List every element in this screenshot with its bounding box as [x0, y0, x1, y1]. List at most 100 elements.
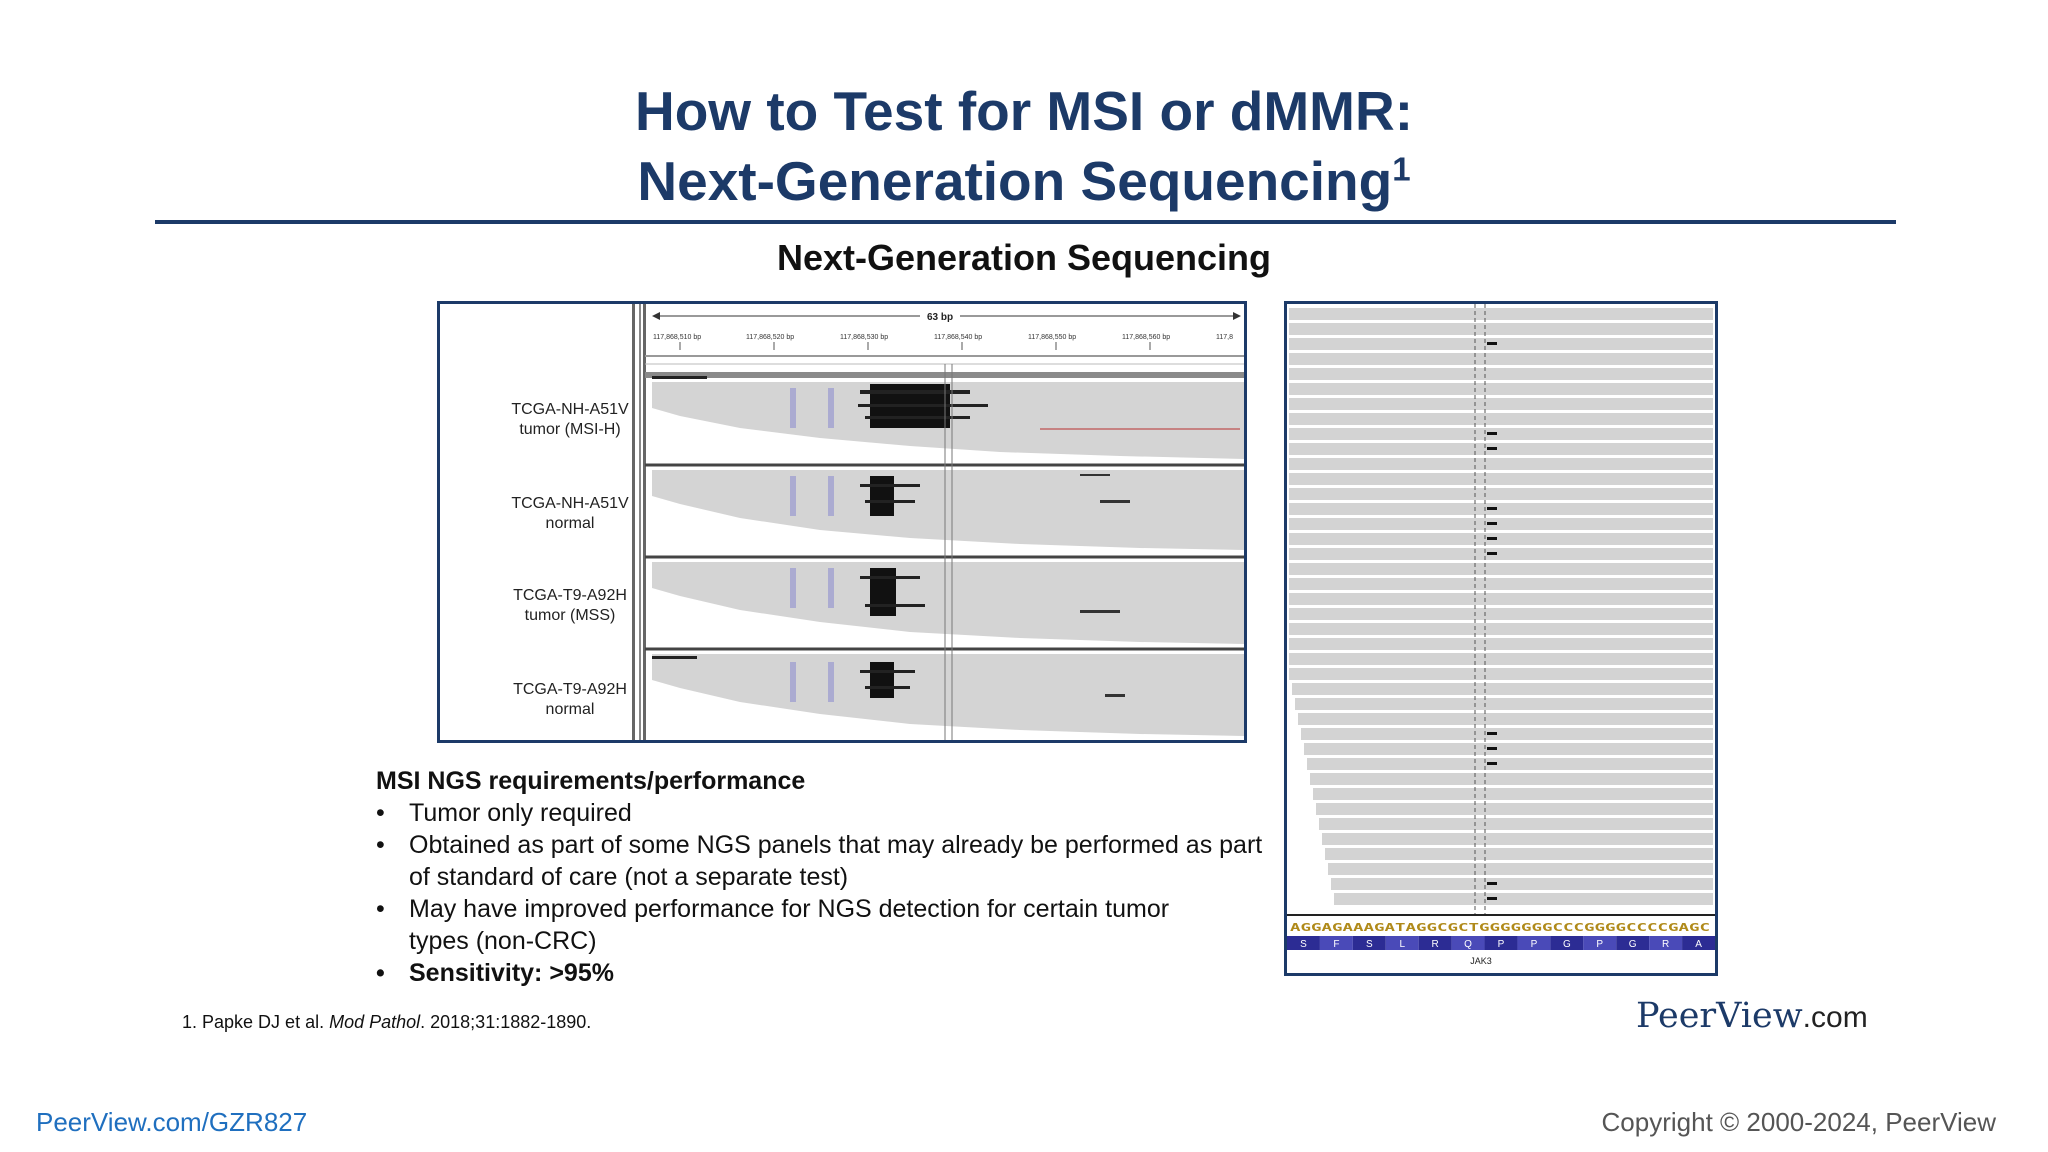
amino-acid-letter: F	[1333, 939, 1339, 950]
amino-acid-letter: A	[1695, 939, 1702, 950]
slide-title-line2: Next-Generation Sequencing1	[0, 146, 2048, 216]
figure-heading: Next-Generation Sequencing	[776, 237, 1272, 278]
read-row	[1325, 848, 1713, 860]
indel-mark	[1487, 882, 1497, 885]
tick-label: 117,868,510 bp	[653, 334, 701, 341]
read-row	[1331, 878, 1713, 890]
tick-label: 117,868,530 bp	[840, 334, 888, 341]
read-row	[1289, 578, 1713, 590]
track-tumor-mss	[652, 562, 1244, 644]
read-row	[1289, 338, 1713, 350]
read-rows	[1289, 308, 1713, 905]
read-row	[1289, 368, 1713, 380]
read-row	[1289, 383, 1713, 395]
reference-sequence: AGGAGAAAGATAGGCGCTGGGGGGGCCCGGGGCCCCGAGC	[1290, 922, 1710, 934]
amino-acid-cell	[1352, 936, 1386, 950]
list-item: Tumor only required	[376, 797, 1276, 829]
indel-mark	[1487, 447, 1497, 450]
amino-acid-letter: G	[1563, 939, 1571, 950]
igv-msi-alignment-panel: 63 bp 117,868,510 bp 117,868,520 bp 117,…	[437, 301, 1247, 743]
amino-acid-cell	[1287, 936, 1320, 950]
igv-jak3-alignment-panel: AGGAGAAAGATAGGCGCTGGGGGGGCCCGGGGCCCCGAGC…	[1284, 301, 1718, 976]
peerview-logo: PeerView.com	[1636, 996, 1868, 1036]
track-label-line2: tumor (MSS)	[524, 607, 616, 624]
track-label-line2: normal	[545, 515, 595, 532]
tick-label: 117,8	[1216, 334, 1233, 341]
read-row	[1313, 788, 1713, 800]
amino-acid-letter: P	[1531, 939, 1538, 950]
read-row	[1289, 428, 1713, 440]
title-divider	[155, 220, 1896, 224]
citation-prefix: 1. Papke DJ et al.	[182, 1012, 330, 1032]
track-label-line1: TCGA-T9-A92H	[513, 587, 627, 604]
program-link[interactable]: PeerView.com/GZR827	[36, 1107, 308, 1137]
amino-acid-cell	[1517, 936, 1551, 950]
indel-mark	[1487, 897, 1497, 900]
sequence-text: AGGAGAAAGATAGGCGCTGGGGGGGCCCGGGGCCCCGAGC	[1290, 922, 1710, 934]
read-row	[1304, 743, 1713, 755]
read-row	[1289, 323, 1713, 335]
list-item-sensitivity: Sensitivity: >95%	[376, 957, 1276, 989]
read-row	[1307, 758, 1713, 770]
indel-mark	[1487, 732, 1497, 735]
indel-mark	[1487, 762, 1497, 765]
amino-acid-letter: G	[1629, 939, 1637, 950]
amino-acid-cell	[1418, 936, 1452, 950]
amino-acid-cell	[1583, 936, 1617, 950]
amino-acid-cell	[1451, 936, 1485, 950]
logo-name: PeerView	[1636, 996, 1803, 1036]
citation-journal: Mod Pathol	[329, 1012, 421, 1032]
list-item: Obtained as part of some NGS panels that…	[376, 829, 1276, 893]
read-row	[1298, 713, 1713, 725]
amino-acid-cell	[1319, 936, 1353, 950]
amino-acid-letter: S	[1300, 939, 1307, 950]
logo-suffix: .com	[1802, 1001, 1868, 1034]
track-label: TCGA-NH-A51V tumor (MSI-H)	[440, 400, 640, 440]
amino-acid-cell	[1682, 936, 1715, 950]
ruler-label: 63 bp	[927, 312, 953, 323]
read-row	[1310, 773, 1713, 785]
requirements-section: MSI NGS requirements/performance Tumor o…	[376, 765, 1276, 989]
read-row	[1289, 473, 1713, 485]
tick-label: 117,868,540 bp	[934, 334, 982, 341]
read-row	[1289, 503, 1713, 515]
amino-acid-letter: P	[1596, 939, 1603, 950]
track-label-line1: TCGA-T9-A92H	[513, 681, 627, 698]
read-row	[1334, 893, 1713, 905]
read-row	[1328, 863, 1713, 875]
read-row	[1289, 623, 1713, 635]
slide-title-line1: How to Test for MSI or dMMR:	[634, 80, 1414, 142]
read-row	[1289, 518, 1713, 530]
copyright-notice: Copyright © 2000-2024, PeerView	[1601, 1107, 1996, 1137]
indel-mark	[1487, 342, 1497, 345]
tick-label: 117,868,520 bp	[746, 334, 794, 341]
read-row	[1295, 698, 1713, 710]
amino-acid-cell	[1616, 936, 1650, 950]
read-row	[1289, 353, 1713, 365]
indel-mark	[1487, 552, 1497, 555]
read-row	[1319, 818, 1713, 830]
indel-mark	[1487, 747, 1497, 750]
amino-acid-letter: L	[1399, 939, 1405, 950]
track-label-line2: tumor (MSI-H)	[519, 421, 621, 438]
read-row	[1289, 608, 1713, 620]
list-item: May have improved performance for NGS de…	[376, 893, 1209, 957]
read-row	[1322, 833, 1713, 845]
gene-label: JAK3	[1470, 956, 1492, 966]
igv-alignment-graphic: 63 bp 117,868,510 bp 117,868,520 bp 117,…	[632, 304, 1244, 740]
track-label-line1: TCGA-NH-A51V	[511, 401, 629, 418]
indel-mark	[1487, 507, 1497, 510]
indel-mark	[1487, 537, 1497, 540]
read-row	[1289, 308, 1713, 320]
read-row	[1289, 653, 1713, 665]
indel-mark	[1487, 522, 1497, 525]
track-normal-1	[652, 470, 1244, 550]
amino-acid-letter: P	[1498, 939, 1505, 950]
read-row	[1289, 593, 1713, 605]
track-label-line1: TCGA-NH-A51V	[511, 495, 629, 512]
igv-read-stack-graphic: AGGAGAAAGATAGGCGCTGGGGGGGCCCGGGGCCCCGAGC…	[1287, 304, 1715, 966]
slide-title-line2-text: Next-Generation Sequencing	[637, 150, 1393, 212]
read-row	[1289, 533, 1713, 545]
amino-acid-cell	[1484, 936, 1518, 950]
